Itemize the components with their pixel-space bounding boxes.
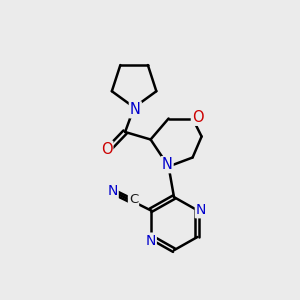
Text: N: N — [130, 102, 141, 117]
Text: O: O — [101, 142, 112, 157]
Text: N: N — [196, 203, 206, 217]
Text: N: N — [146, 234, 156, 248]
Text: O: O — [192, 110, 203, 125]
Text: N: N — [107, 184, 118, 198]
Text: C: C — [129, 193, 138, 206]
Text: N: N — [162, 157, 172, 172]
